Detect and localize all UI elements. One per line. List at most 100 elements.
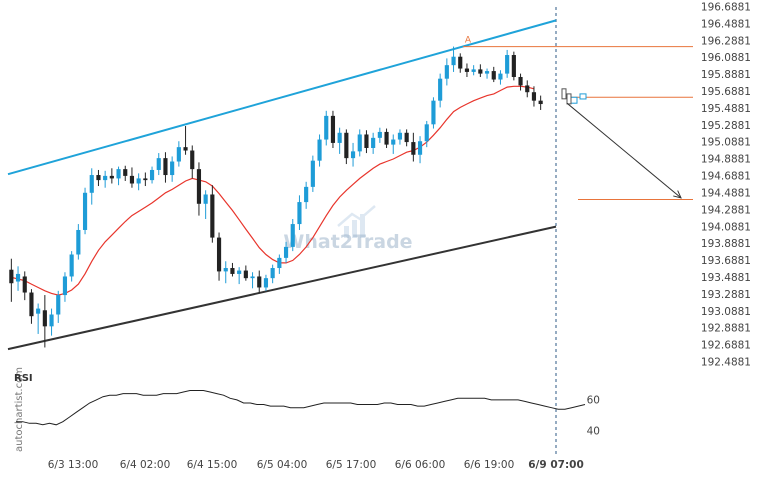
- peak-marker-label: A: [465, 36, 472, 46]
- y-tick-label: 196.6881: [701, 2, 751, 14]
- candle-body: [357, 134, 362, 152]
- x-tick-label: 6/4 02:00: [120, 459, 171, 471]
- candle-body: [478, 69, 483, 74]
- moving-average-line: [11, 85, 535, 296]
- y-tick-label: 194.0881: [701, 221, 751, 233]
- candle-body: [243, 270, 248, 279]
- candle-body: [210, 194, 215, 238]
- candle-body: [29, 292, 34, 317]
- candle-body: [290, 224, 295, 247]
- candle-body: [183, 147, 188, 151]
- y-tick-label: 195.2881: [701, 120, 751, 132]
- x-tick-label: 6/3 13:00: [48, 459, 99, 471]
- candle-body: [424, 124, 429, 142]
- candle-body: [384, 131, 389, 145]
- candle-body: [417, 141, 423, 155]
- candle-body: [56, 295, 61, 315]
- x-tick-label: 6/6 06:00: [395, 459, 446, 471]
- candle-body: [109, 175, 114, 179]
- candle-body: [337, 132, 342, 143]
- lower-trend-line: [7, 225, 557, 351]
- candle-body: [498, 73, 503, 80]
- y-tick-label: 194.8881: [701, 154, 751, 166]
- rsi-line: [16, 390, 586, 426]
- candle-body: [471, 69, 476, 72]
- candle-body: [163, 158, 168, 176]
- candle-body: [270, 268, 275, 279]
- candle-body: [257, 276, 262, 288]
- forecast-arrow-head: [673, 190, 682, 199]
- y-tick-label: 195.4881: [701, 103, 751, 115]
- candle-body: [149, 169, 155, 181]
- candle-body: [371, 137, 376, 148]
- candle-body: [350, 151, 356, 159]
- candle-body: [531, 92, 537, 101]
- y-tick-label: 195.6881: [701, 86, 751, 98]
- y-tick-label: 195.8881: [701, 69, 751, 81]
- candle-body: [223, 268, 228, 272]
- forecast-arrow: [566, 102, 682, 199]
- x-tick-label: 6/5 04:00: [257, 459, 308, 471]
- candle-body: [464, 68, 470, 72]
- y-tick-label: 193.2881: [701, 289, 751, 301]
- candle-body: [431, 100, 436, 125]
- candle-body: [250, 276, 255, 279]
- candle-body: [324, 115, 329, 140]
- y-tick-label: 192.8881: [701, 323, 751, 335]
- candle-body: [62, 276, 68, 296]
- candle-body: [397, 132, 403, 140]
- watermark-bar: [360, 214, 365, 238]
- candle-body: [89, 175, 94, 193]
- candle-body: [377, 131, 382, 138]
- candle-body: [9, 269, 14, 284]
- candle-body: [156, 158, 161, 170]
- y-tick-label: 192.6881: [701, 340, 751, 352]
- watermark-bar: [344, 226, 349, 238]
- candle-body: [203, 194, 208, 204]
- candle-body: [505, 55, 510, 74]
- watermark-bar: [352, 220, 357, 238]
- y-tick-label: 196.2881: [701, 35, 751, 47]
- candle-body: [69, 254, 74, 277]
- projected-candle: [570, 96, 578, 104]
- candle-body: [36, 308, 41, 314]
- y-tick-label: 194.4881: [701, 187, 751, 199]
- candle-body: [391, 139, 396, 145]
- rsi-tick-label: 60: [587, 394, 600, 406]
- watermark-arrow: [337, 205, 376, 227]
- candle-body: [310, 160, 315, 187]
- candle-body: [263, 278, 269, 288]
- candle-body: [444, 65, 449, 79]
- x-tick-label: 6/5 17:00: [326, 459, 377, 471]
- y-tick-label: 195.0881: [701, 137, 751, 149]
- candle-body: [277, 257, 282, 269]
- rsi-tick-label: 40: [587, 426, 600, 438]
- rsi-label: RSI: [14, 373, 33, 384]
- candle-body: [116, 169, 121, 179]
- candle-body: [237, 270, 242, 274]
- upper-trend-line: [7, 19, 557, 176]
- y-tick-label: 194.6881: [701, 171, 751, 183]
- y-tick-label: 196.0881: [701, 52, 751, 64]
- candle-body: [136, 178, 141, 184]
- candle-body: [216, 237, 222, 272]
- candle-body: [103, 175, 108, 181]
- candle-body: [525, 85, 530, 93]
- y-tick-label: 193.6881: [701, 255, 751, 267]
- candle-body: [22, 276, 27, 293]
- candle-body: [438, 78, 443, 101]
- candle-body: [230, 268, 235, 274]
- candle-body: [82, 192, 88, 230]
- candle-body: [129, 175, 135, 184]
- x-tick-label: 6/4 15:00: [187, 459, 238, 471]
- projected-candle: [561, 88, 567, 100]
- candle-body: [123, 169, 128, 176]
- x-tick-label: 6/9 07:00: [528, 459, 584, 471]
- candle-body: [364, 134, 369, 148]
- watermark-logo: [337, 205, 376, 238]
- projected-candle: [579, 93, 587, 100]
- candle-body: [330, 115, 336, 143]
- candle-body: [190, 150, 195, 170]
